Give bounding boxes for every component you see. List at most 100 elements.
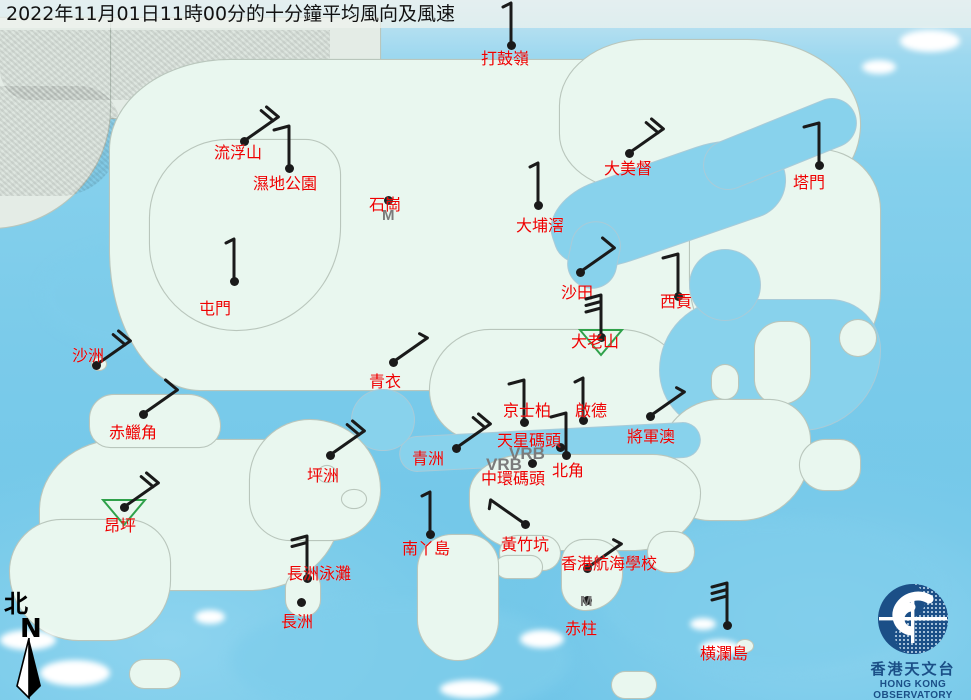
island-lantau-southwest <box>10 520 170 640</box>
station-dot <box>284 163 294 173</box>
station-dot <box>296 597 306 607</box>
island-peng-chau <box>318 466 336 482</box>
title-bar: 2022年11月01日11時00分的十分鐘平均風向及風速 <box>0 0 971 28</box>
compass-rose: 北 N <box>2 592 62 700</box>
cloud <box>195 610 225 624</box>
station-label: 大老山 <box>571 332 620 351</box>
gust-triangle-icon <box>101 499 147 527</box>
cloud <box>440 680 500 698</box>
island-soko <box>130 660 180 688</box>
station-dot <box>388 357 398 367</box>
hko-logo-icon <box>878 584 948 654</box>
station-label: 南丫島 <box>402 539 451 558</box>
sea-shading <box>230 600 570 700</box>
compass-label-en: N <box>20 614 42 644</box>
station-label: 石崗 <box>369 195 402 214</box>
landmass-tuen-mun <box>150 140 340 330</box>
page-title: 2022年11月01日11時00分的十分鐘平均風向及風速 <box>6 3 456 25</box>
cloud <box>900 30 960 52</box>
island-lamma <box>418 535 498 660</box>
station-dot <box>229 276 239 286</box>
wind-barb-icon <box>573 376 585 420</box>
wind-barb-icon <box>243 105 280 143</box>
station-label: 赤柱 <box>565 619 598 638</box>
island-kau-sai-chau <box>755 322 810 404</box>
station-dot <box>722 620 732 630</box>
station-dot <box>506 40 516 50</box>
island-waglan <box>737 640 753 652</box>
cloud <box>40 660 110 686</box>
wind-barb-icon <box>507 378 526 422</box>
station-label: 西貢 <box>660 292 693 311</box>
wind-barb-icon <box>584 293 603 337</box>
station-flag: VRB <box>486 455 522 474</box>
station-label: 沙洲 <box>72 346 105 365</box>
station-label: 黃竹坑 <box>501 535 550 554</box>
inlet-rambler-channel <box>352 390 414 450</box>
wind-barb-icon <box>290 534 309 578</box>
station-dot <box>578 415 588 425</box>
island-tung-lung <box>800 440 860 490</box>
station-dot <box>302 573 312 583</box>
island-chek-lap-kok <box>90 395 220 447</box>
station-dot <box>645 411 655 421</box>
station-label: 赤鱲角 <box>109 423 158 442</box>
island-ap-lei-chau <box>496 556 542 578</box>
station-dot <box>814 160 824 170</box>
island-hei-ling-chau <box>342 490 366 508</box>
station-label: 屯門 <box>199 299 232 318</box>
station-dot <box>555 442 565 452</box>
station-dot <box>138 409 148 419</box>
station-label: 沙田 <box>561 283 594 302</box>
compass-needle-icon <box>16 638 41 700</box>
wind-barb-icon <box>579 236 616 274</box>
station-dot <box>520 519 530 529</box>
station-label: 天星碼頭 <box>497 431 562 450</box>
station-label: 濕地公園 <box>253 174 318 193</box>
station-dot <box>325 450 335 460</box>
cloud <box>700 640 740 656</box>
hko-logo: 香港天文台 HONG KONG OBSERVATORY <box>855 583 971 700</box>
station-dot <box>582 595 592 605</box>
station-label: 流浮山 <box>214 143 263 162</box>
hko-logo-name-en: HONG KONG OBSERVATORY <box>873 679 953 700</box>
wind-barb-icon <box>142 378 179 416</box>
station-dot <box>582 563 592 573</box>
station-flag: M <box>580 593 593 610</box>
island-po-toi <box>612 672 656 698</box>
landmass-kowloon <box>430 330 690 440</box>
station-label: 塔門 <box>793 173 826 192</box>
station-dot <box>624 148 634 158</box>
cloud <box>690 618 716 630</box>
station-label: 横瀾島 <box>700 644 749 663</box>
station-dot <box>425 529 435 539</box>
station-dot <box>519 417 529 427</box>
station-dot <box>119 502 129 512</box>
island-lantau-east <box>250 420 380 540</box>
wind-barb-icon <box>710 581 729 625</box>
station-dot <box>596 332 606 342</box>
wind-barb-icon <box>628 117 665 155</box>
cloud <box>862 60 896 74</box>
island-shek-o <box>648 532 694 572</box>
station-label: 北角 <box>552 461 585 480</box>
station-dot <box>561 450 571 460</box>
wind-barb-icon <box>329 419 366 457</box>
cloud <box>520 630 564 648</box>
wind-barb-icon <box>392 332 429 364</box>
station-label: 大美督 <box>604 159 653 178</box>
station-label: 青洲 <box>412 449 445 468</box>
station-label: 將軍澳 <box>627 427 676 446</box>
wind-barb-icon <box>95 329 132 367</box>
station-dot <box>239 136 249 146</box>
station-dot <box>91 360 101 370</box>
station-dot <box>575 267 585 277</box>
station-label: 打鼓嶺 <box>481 49 530 68</box>
compass-label-cn: 北 <box>4 590 28 618</box>
station-label: 坪洲 <box>307 466 340 485</box>
inlet-port-shelter <box>690 250 760 320</box>
island-ninepin <box>840 320 876 356</box>
station-flag: VRB <box>509 444 545 463</box>
wind-barb-icon <box>501 1 513 45</box>
wind-barb-icon <box>420 490 432 534</box>
